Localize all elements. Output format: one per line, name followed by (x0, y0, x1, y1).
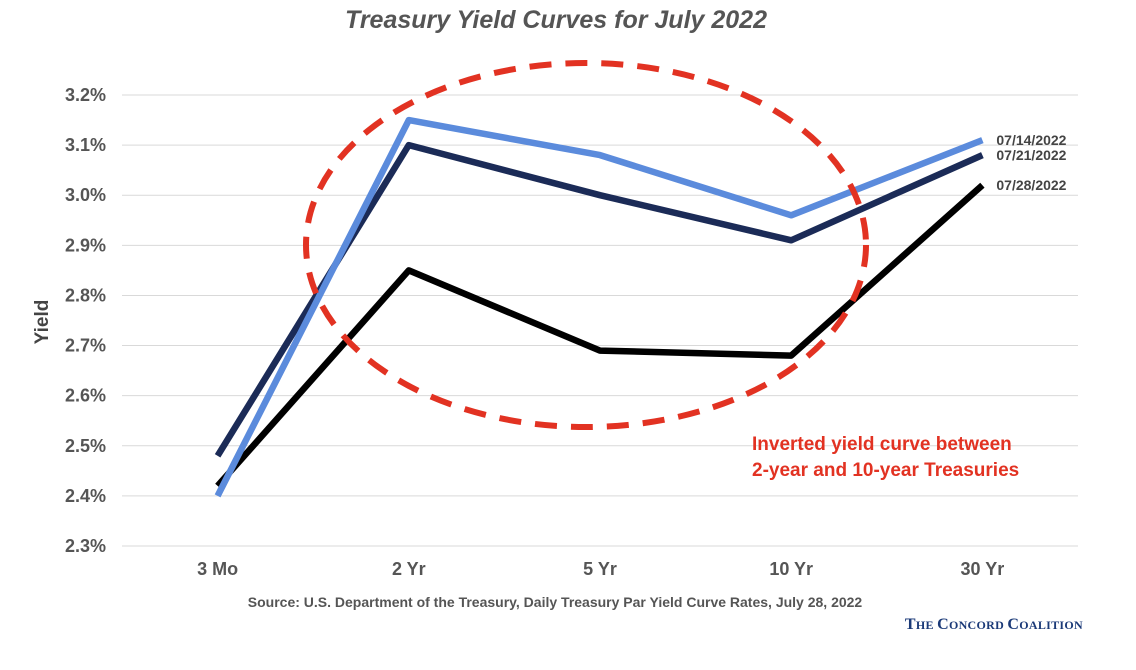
x-tick-label: 5 Yr (583, 559, 617, 579)
y-axis-title: Yield (32, 300, 53, 345)
y-tick-label: 3.1% (65, 135, 106, 155)
y-axis-ticks: 3.2% 3.1% 3.0% 2.9% 2.8% 2.7% 2.6% 2.5% 2.4% 2.3% (65, 85, 106, 556)
inversion-highlight-ellipse (303, 60, 869, 430)
x-tick-label: 10 Yr (769, 559, 813, 579)
y-tick-label: 2.5% (65, 436, 106, 456)
x-tick-label: 30 Yr (961, 559, 1005, 579)
y-tick-label: 2.6% (65, 386, 106, 406)
y-tick-label: 2.3% (65, 536, 106, 556)
y-tick-label: 2.7% (65, 336, 106, 356)
series-end-label: 07/14/2022 (996, 132, 1066, 148)
brand-logo-text: THE CONCORD COALITION (905, 616, 1083, 633)
annotation-line-1: Inverted yield curve between (752, 434, 1012, 455)
y-tick-label: 3.0% (65, 185, 106, 205)
series-end-label: 07/21/2022 (996, 147, 1066, 163)
y-tick-label: 3.2% (65, 85, 106, 105)
source-note: Source: U.S. Department of the Treasury,… (248, 594, 863, 610)
y-tick-label: 2.9% (65, 235, 106, 255)
series-line (214, 141, 984, 458)
series-end-label: 07/28/2022 (996, 177, 1066, 193)
annotation-line-2: 2-year and 10-year Treasuries (752, 460, 1019, 481)
x-tick-label: 2 Yr (392, 559, 426, 579)
gridlines (122, 94, 1078, 547)
series-labels: 07/21/2022 07/28/2022 07/14/2022 (996, 132, 1066, 193)
x-axis-ticks: 3 Mo 2 Yr 5 Yr 10 Yr 30 Yr (197, 559, 1004, 579)
y-tick-label: 2.4% (65, 486, 106, 506)
chart-title: Treasury Yield Curves for July 2022 (345, 6, 767, 34)
x-tick-label: 3 Mo (197, 559, 238, 579)
y-tick-label: 2.8% (65, 285, 106, 305)
